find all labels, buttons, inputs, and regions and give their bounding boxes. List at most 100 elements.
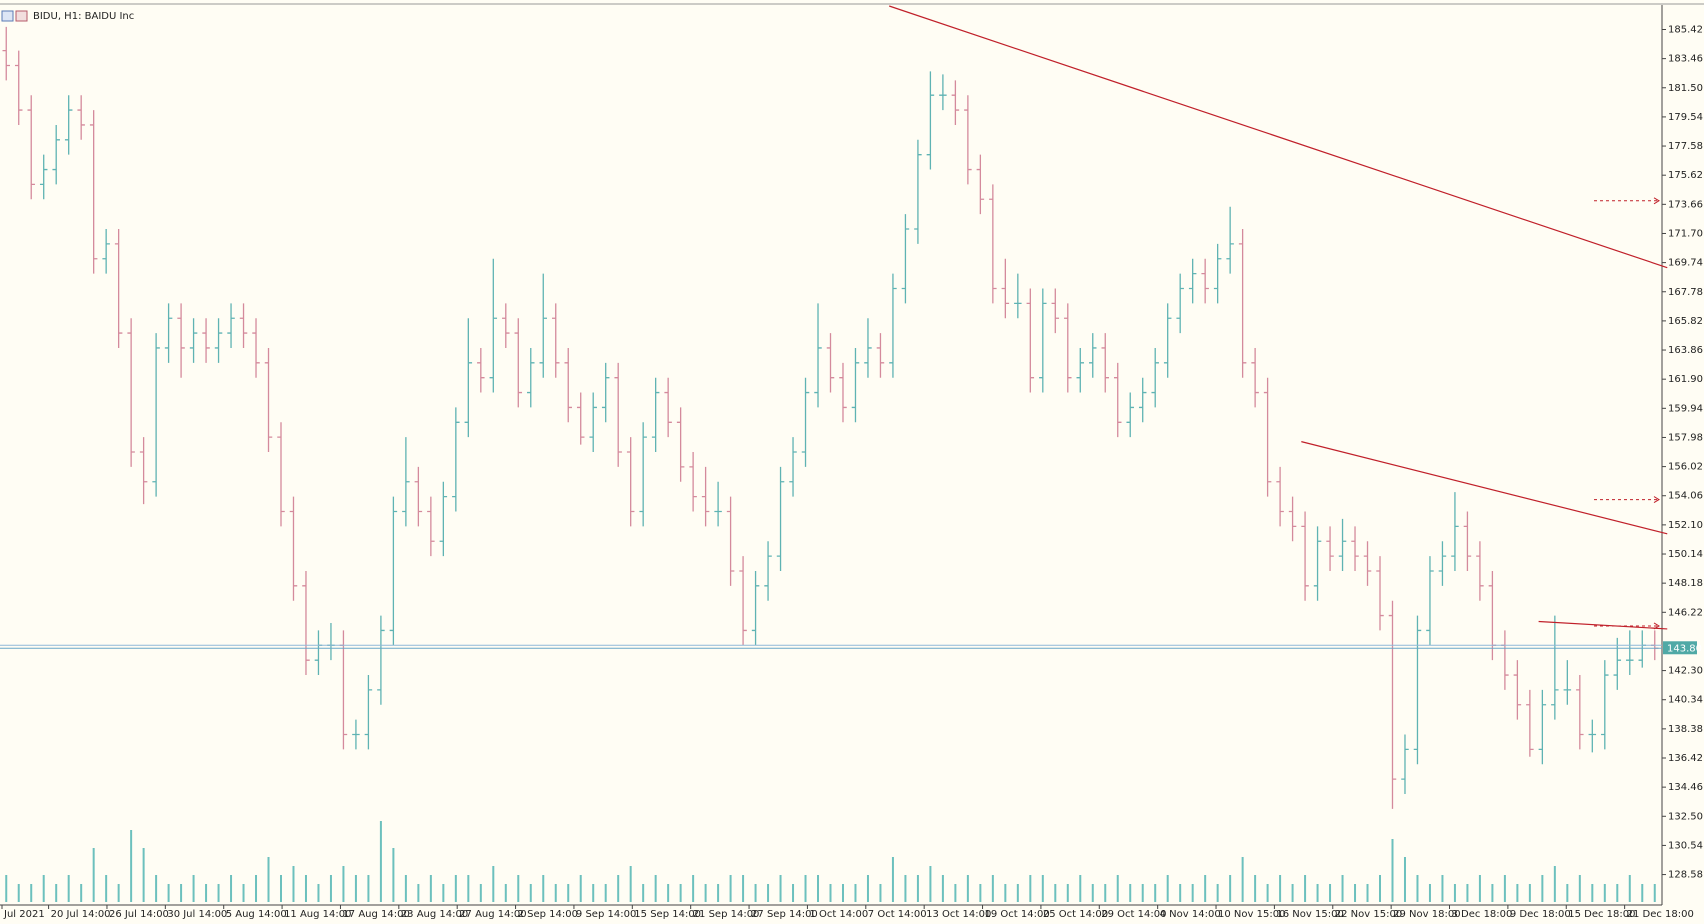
ohlc-bar [939, 74, 947, 111]
ohlc-bar [1551, 615, 1559, 720]
volume-bar [866, 875, 869, 902]
ohlc-bar [1001, 258, 1010, 319]
ohlc-bar [77, 95, 85, 140]
volume-bar [117, 884, 120, 902]
ohlc-bar [976, 154, 985, 215]
trendline [1301, 441, 1668, 535]
y-tick-label: 150.14 [1668, 549, 1703, 560]
volume-bar [1391, 839, 1394, 902]
ohlc-bar [1014, 273, 1022, 319]
x-tick-label: 15 Dec 18:00 [1568, 909, 1635, 920]
ohlc-bar [839, 362, 847, 423]
volume-bar [604, 884, 607, 902]
x-tick-label: 17 Aug 14:00 [342, 909, 409, 920]
volume-bar [42, 875, 45, 902]
volume-bar [854, 884, 857, 902]
volume-bar [979, 884, 982, 902]
volume-bar [1466, 884, 1469, 902]
volume-bar [966, 875, 969, 902]
ohlc-bar [527, 347, 535, 408]
ohlc-bar [1601, 660, 1609, 750]
volume-bar [279, 875, 282, 902]
ohlc-bar [789, 437, 797, 497]
ohlc-bar [726, 496, 735, 586]
ohlc-bar [1138, 377, 1147, 423]
ohlc-bar [1213, 243, 1222, 304]
volume-bar [817, 875, 820, 902]
volume-bar [205, 884, 208, 902]
volume-bar [1416, 875, 1419, 902]
volume-bar [1266, 884, 1269, 902]
ohlc-bar [764, 541, 772, 601]
ohlc-bar [1276, 466, 1284, 527]
volume-bar [354, 875, 357, 902]
volume-bar [1254, 875, 1257, 902]
y-tick-label: 134.46 [1668, 782, 1703, 793]
ohlc-bar [1313, 526, 1322, 601]
volume-bar [1628, 875, 1631, 902]
y-tick-label: 185.42 [1668, 24, 1703, 35]
ohlc-bar [876, 333, 885, 378]
x-tick-label: 13 Oct 14:00 [926, 909, 991, 920]
ohlc-bar [914, 139, 922, 244]
ohlc-bar [1376, 556, 1384, 631]
volume-bar [629, 866, 632, 902]
volume-bar [1428, 884, 1431, 902]
y-tick-label: 138.38 [1668, 724, 1703, 735]
volume-bar [467, 875, 470, 902]
volume-bar [679, 884, 682, 902]
ohlc-bar [964, 95, 972, 185]
volume-bar [130, 830, 133, 902]
y-tick-label: 136.42 [1668, 753, 1703, 764]
volume-bar [304, 875, 307, 902]
arrow-head [1653, 496, 1660, 504]
volume-bar [779, 875, 782, 902]
volume-bar [517, 875, 520, 902]
volume-bar [379, 821, 382, 902]
ohlc-bar [1426, 556, 1434, 646]
ohlc-bar [89, 110, 98, 274]
menu-icon[interactable] [1, 10, 14, 22]
ohlc-bar [214, 318, 223, 363]
ohlc-bar [64, 95, 73, 155]
volume-bar [1104, 884, 1107, 902]
volume-bar [479, 884, 482, 902]
x-tick-label: 9 Sep 14:00 [576, 909, 636, 920]
x-tick-label: 26 Jul 14:00 [109, 909, 169, 920]
chart-icon[interactable] [15, 10, 28, 22]
volume-bar [80, 884, 83, 902]
volume-bar [404, 875, 407, 902]
y-tick-label: 128.58 [1668, 870, 1703, 881]
ohlc-bar [576, 392, 585, 445]
ohlc-bar [2, 26, 10, 81]
ohlc-bar [127, 318, 135, 467]
x-tick-label: 27 Sep 14:00 [751, 909, 818, 920]
ohlc-bar [1076, 347, 1085, 393]
ohlc-bar [1251, 347, 1259, 408]
ohlc-bar [714, 481, 722, 527]
volume-bar [329, 875, 332, 902]
y-tick-label: 140.34 [1668, 695, 1703, 706]
ohlc-bar [989, 184, 997, 304]
ohlc-bar [489, 258, 498, 393]
volume-bar [429, 875, 432, 902]
volume-bar [1191, 884, 1194, 902]
volume-bar [1204, 875, 1207, 902]
volume-bar [255, 875, 258, 902]
y-tick-label: 163.86 [1668, 345, 1703, 356]
volume-bar [142, 848, 145, 902]
ohlc-bar [27, 95, 35, 200]
y-tick-label: 154.06 [1668, 491, 1703, 502]
volume-bar [954, 884, 957, 902]
volume-bar [1316, 884, 1319, 902]
y-tick-label: 173.66 [1668, 199, 1703, 210]
y-tick-label: 132.50 [1668, 811, 1703, 822]
ohlc-bar [926, 71, 935, 170]
ohlc-bar [1363, 541, 1372, 586]
ohlc-bar [689, 452, 697, 512]
ohlc-bar [252, 318, 260, 378]
volume-bar [1154, 884, 1157, 902]
y-tick-label: 148.18 [1668, 578, 1703, 589]
ohlc-bar [701, 466, 710, 527]
ohlc-bar [189, 318, 198, 363]
